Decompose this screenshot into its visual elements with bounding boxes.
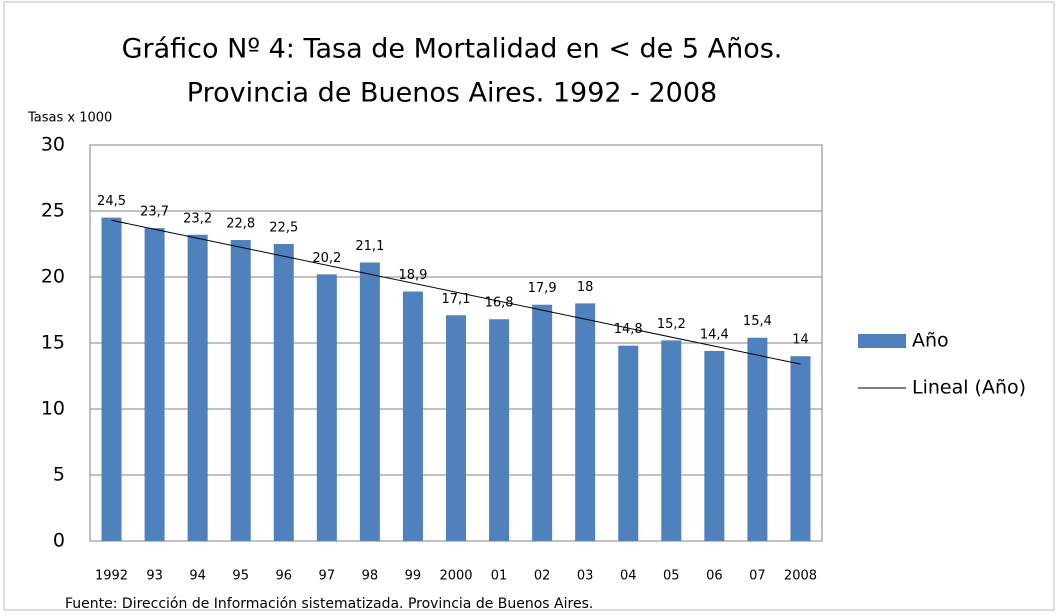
x-tick-label: 93 bbox=[146, 569, 163, 584]
data-label: 22,5 bbox=[269, 221, 298, 236]
bar bbox=[230, 240, 251, 542]
x-tick-label: 02 bbox=[534, 569, 551, 584]
bar bbox=[144, 228, 165, 541]
trend-line bbox=[111, 219, 801, 365]
x-tick-label: 06 bbox=[706, 569, 723, 584]
x-tick-label: 01 bbox=[491, 569, 508, 584]
x-tick-label: 94 bbox=[189, 569, 206, 584]
x-tick-label: 99 bbox=[405, 569, 422, 584]
data-label: 21,1 bbox=[355, 239, 384, 254]
data-label: 15,2 bbox=[657, 317, 686, 332]
legend-label: Año bbox=[912, 330, 949, 352]
bar bbox=[273, 244, 294, 541]
x-tick-label: 97 bbox=[319, 569, 336, 584]
bar bbox=[359, 262, 380, 541]
data-label: 14,4 bbox=[700, 327, 729, 342]
chart-frame bbox=[3, 1, 1055, 611]
data-label: 24,5 bbox=[97, 194, 126, 209]
data-label: 18,9 bbox=[398, 268, 427, 283]
chart-subtitle: Provincia de Buenos Aires. 1992 - 2008 bbox=[187, 78, 717, 109]
bar bbox=[618, 345, 639, 541]
x-tick-label: 96 bbox=[275, 569, 292, 584]
data-label: 15,4 bbox=[743, 314, 772, 329]
y-tick-label: 30 bbox=[41, 134, 65, 156]
data-label: 14,8 bbox=[614, 322, 643, 337]
y-tick-label: 25 bbox=[41, 200, 65, 222]
source-note: Fuente: Dirección de Información sistema… bbox=[65, 596, 593, 612]
x-tick-label: 1992 bbox=[95, 569, 128, 584]
y-axis-label: Tasas x 1000 bbox=[27, 111, 112, 126]
data-label: 23,7 bbox=[140, 205, 169, 220]
data-label: 17,1 bbox=[442, 292, 471, 307]
bar bbox=[575, 303, 596, 541]
x-tick-label: 04 bbox=[620, 569, 637, 584]
x-tick-label: 07 bbox=[749, 569, 766, 584]
x-tick-label: 98 bbox=[362, 569, 379, 584]
bar bbox=[704, 350, 725, 541]
x-tick-label: 2000 bbox=[439, 569, 472, 584]
data-label: 23,2 bbox=[183, 211, 212, 226]
y-tick-label: 20 bbox=[41, 266, 65, 288]
x-tick-label: 03 bbox=[577, 569, 594, 584]
data-label: 22,8 bbox=[226, 217, 255, 232]
data-label: 18 bbox=[577, 280, 594, 295]
bar bbox=[532, 304, 553, 541]
y-tick-label: 15 bbox=[41, 332, 65, 354]
data-label: 17,9 bbox=[528, 281, 557, 296]
bar bbox=[101, 217, 122, 541]
chart-title: Gráfico Nº 4: Tasa de Mortalidad en < de… bbox=[122, 34, 783, 65]
y-tick-label: 0 bbox=[53, 530, 65, 552]
bar bbox=[402, 291, 423, 541]
bar bbox=[489, 319, 510, 541]
bar bbox=[661, 340, 682, 541]
bar bbox=[747, 337, 768, 541]
legend-swatch bbox=[858, 334, 906, 348]
y-tick-label: 5 bbox=[53, 464, 65, 486]
x-tick-label: 05 bbox=[663, 569, 680, 584]
y-tick-label: 10 bbox=[41, 398, 65, 420]
bar bbox=[790, 356, 811, 541]
legend-label: Lineal (Año) bbox=[912, 377, 1026, 399]
x-tick-label: 95 bbox=[232, 569, 249, 584]
x-tick-label: 2008 bbox=[784, 569, 817, 584]
bar bbox=[446, 315, 466, 541]
bar bbox=[316, 274, 337, 541]
data-label: 20,2 bbox=[312, 251, 341, 266]
bar bbox=[187, 234, 208, 541]
data-label: 14 bbox=[792, 333, 809, 348]
